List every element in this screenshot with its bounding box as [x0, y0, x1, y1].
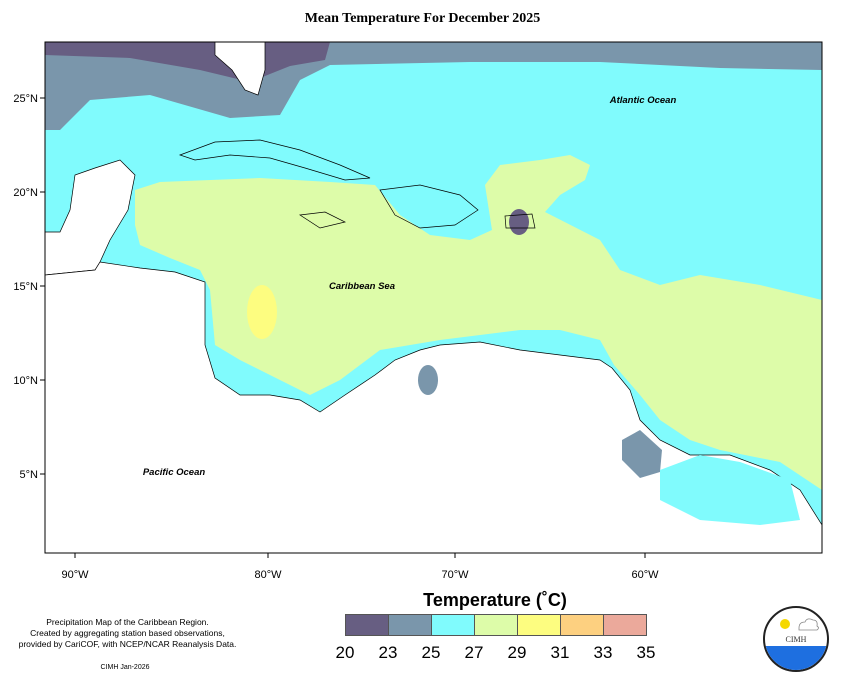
- sun-icon: [780, 619, 790, 629]
- legend-swatch: [561, 615, 604, 635]
- land-central-south-america: [45, 261, 822, 553]
- legend-break-label: 35: [636, 643, 656, 662]
- lon-ticks: 90°W 80°W 70°W 60°W: [61, 553, 659, 581]
- lat-tick: 20°N: [13, 187, 38, 199]
- note-line: provided by CariCOF, with NCEP/NCAR Rean…: [18, 639, 237, 649]
- island-puerto-rico: [504, 213, 536, 229]
- legend-break-label: 31: [550, 643, 570, 662]
- legend-break-label: 20: [335, 643, 355, 662]
- island-jamaica: [299, 211, 347, 229]
- lon-tick: 70°W: [441, 569, 469, 581]
- legend-swatch: [389, 615, 432, 635]
- legend-swatch: [604, 615, 646, 635]
- logo-text: CIMH: [786, 635, 807, 644]
- label-pacific-ocean: Pacific Ocean: [143, 467, 206, 478]
- island-cuba: [178, 139, 371, 181]
- legend-swatch: [432, 615, 475, 635]
- temperature-map: Atlantic Ocean Caribbean Sea Pacific Oce…: [13, 41, 823, 581]
- lon-tick: 80°W: [254, 569, 282, 581]
- legend-swatch: [346, 615, 389, 635]
- legend-break-label: 25: [421, 643, 441, 662]
- cloud-icon: [798, 618, 819, 631]
- lat-tick: 25°N: [13, 93, 38, 105]
- legend-title: Temperature (˚C): [423, 590, 567, 610]
- land-florida: [214, 42, 266, 96]
- map-description: Precipitation Map of the Caribbean Regio…: [10, 617, 245, 650]
- label-caribbean-sea: Caribbean Sea: [329, 281, 395, 292]
- band-23-25-spot: [509, 209, 529, 235]
- map-title: Mean Temperature For December 2025: [304, 11, 541, 26]
- label-atlantic-ocean: Atlantic Ocean: [609, 95, 677, 106]
- legend-break-label: 33: [593, 643, 613, 662]
- legend-break-label: 27: [464, 643, 484, 662]
- island-hispaniola: [379, 184, 479, 229]
- band-29-31: [247, 285, 277, 339]
- note-line: Precipitation Map of the Caribbean Regio…: [46, 617, 209, 627]
- lat-tick: 5°N: [20, 469, 39, 481]
- legend-colorbar: [345, 614, 647, 636]
- lat-ticks: 25°N 20°N 15°N 10°N 5°N: [13, 93, 45, 481]
- lat-tick: 10°N: [13, 375, 38, 387]
- band-27-29: [135, 155, 822, 490]
- note-line: Created by aggregating station based obs…: [30, 628, 225, 638]
- legend-swatch: [475, 615, 518, 635]
- legend-swatch: [518, 615, 561, 635]
- legend-break-label: 23: [378, 643, 398, 662]
- band-23-25-guyana: [622, 430, 662, 478]
- lat-tick: 15°N: [13, 281, 38, 293]
- lon-tick: 90°W: [61, 569, 89, 581]
- band-25-27-guianas: [660, 455, 800, 525]
- credit: CIMH Jan-2026: [100, 664, 150, 671]
- band-23-25-maracaibo: [418, 365, 438, 395]
- cimh-logo: CIMH: [763, 606, 829, 672]
- map-frame: [44, 41, 823, 554]
- lon-tick: 60°W: [631, 569, 659, 581]
- legend-break-label: 29: [507, 643, 527, 662]
- waves-icon: [765, 646, 827, 670]
